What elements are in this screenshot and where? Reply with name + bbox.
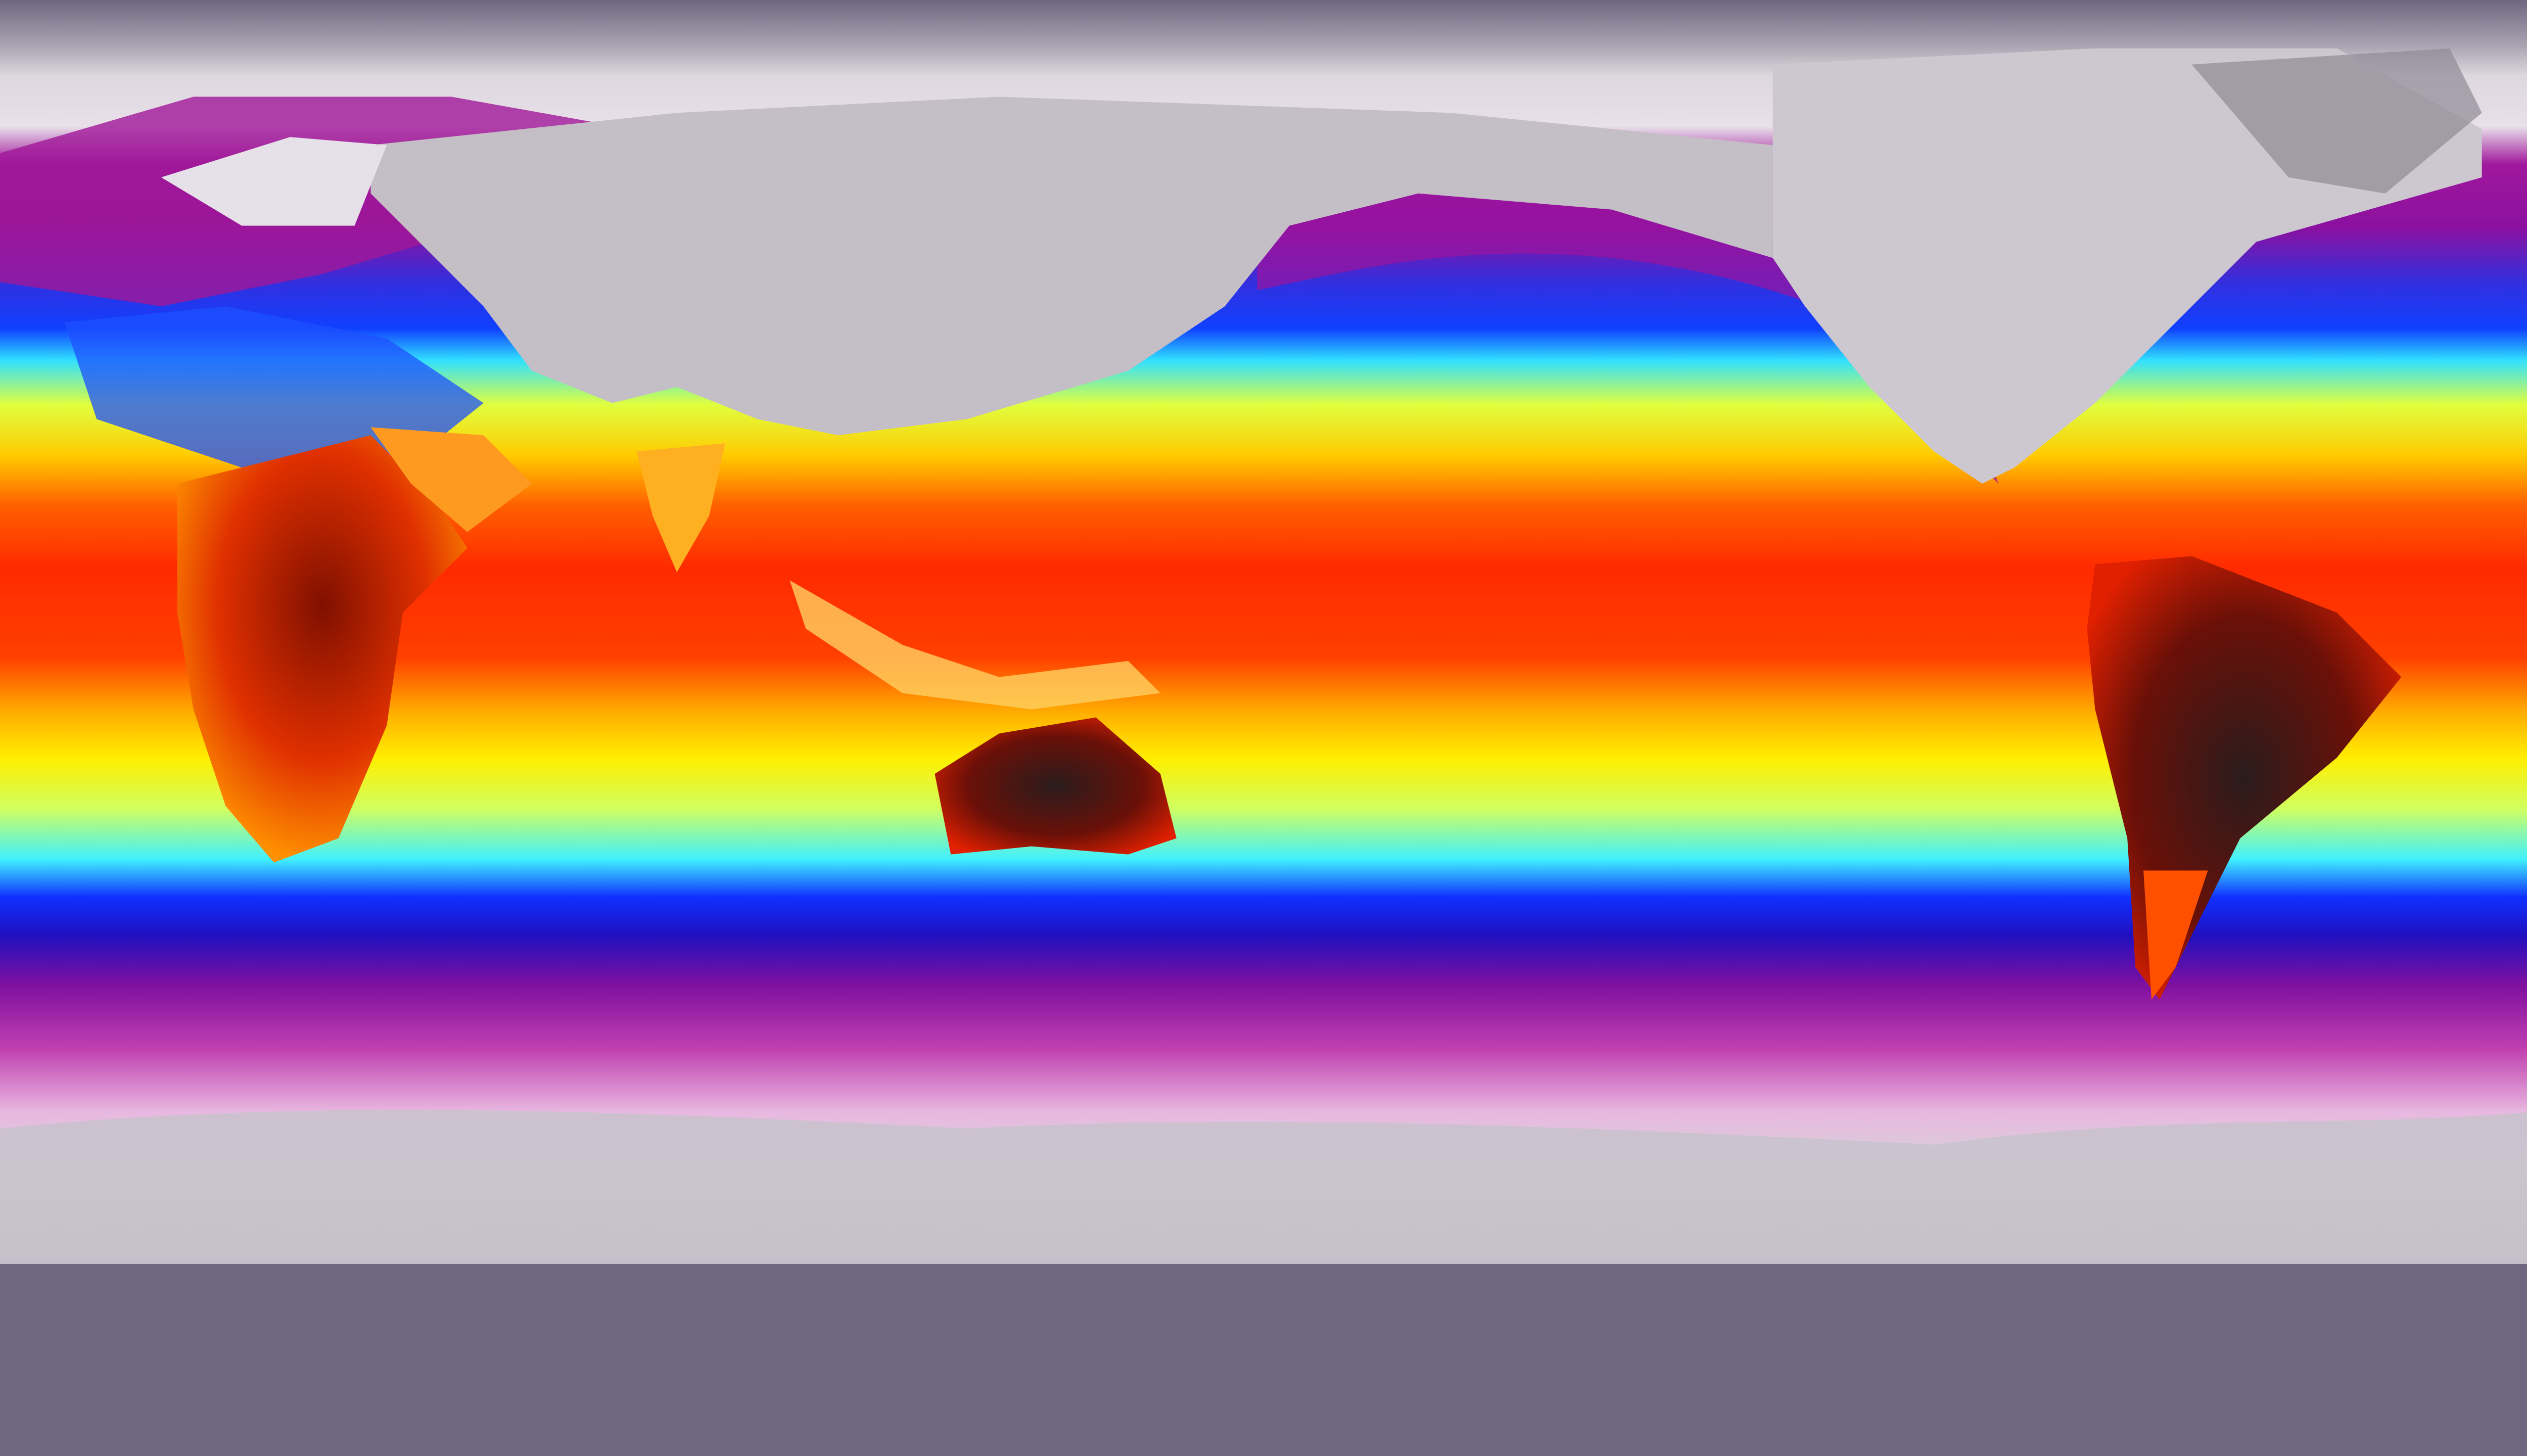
southeast-asia-islands (789, 580, 1160, 710)
scandinavia-landmass (161, 137, 387, 226)
australia-landmass (934, 717, 1177, 855)
south-america-south-tip (2143, 870, 2208, 1000)
eurasia-landmass (370, 97, 1773, 436)
antarctica-landmass (0, 1110, 2527, 1264)
europe-blue-region (64, 306, 484, 468)
greenland-landmass (2191, 48, 2482, 194)
india-landmass (636, 443, 725, 573)
temperature-map (0, 0, 2527, 1264)
arabia-landmass (370, 427, 532, 532)
africa-landmass (177, 435, 467, 863)
north-pacific-cold-belt (1257, 193, 1999, 484)
